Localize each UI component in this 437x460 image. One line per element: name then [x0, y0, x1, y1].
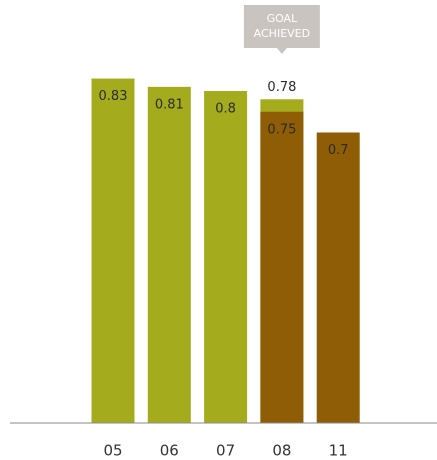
bar: [260, 111, 304, 423]
annotation: GOAL ACHIEVED: [243, 5, 320, 54]
bar: [204, 91, 248, 423]
x-tick-label: 11: [329, 442, 348, 460]
value-label: 0.7: [328, 143, 349, 158]
x-tick-label: 06: [160, 442, 179, 460]
annotation-text: ACHIEVED: [254, 27, 310, 40]
value-label: 0.83: [99, 89, 128, 104]
bar: [147, 86, 191, 423]
value-label: 0.75: [267, 122, 296, 137]
bar: [316, 132, 360, 423]
bar: [91, 78, 135, 424]
annotation-text: GOAL: [267, 12, 299, 25]
x-tick-label: 08: [272, 442, 291, 460]
x-tick-label: 05: [103, 442, 122, 460]
value-label: 0.81: [155, 97, 184, 112]
value-label: 0.8: [215, 102, 236, 117]
value-label: 0.78: [267, 80, 296, 95]
callout-box: [243, 5, 320, 54]
x-tick-label: 07: [216, 442, 235, 460]
